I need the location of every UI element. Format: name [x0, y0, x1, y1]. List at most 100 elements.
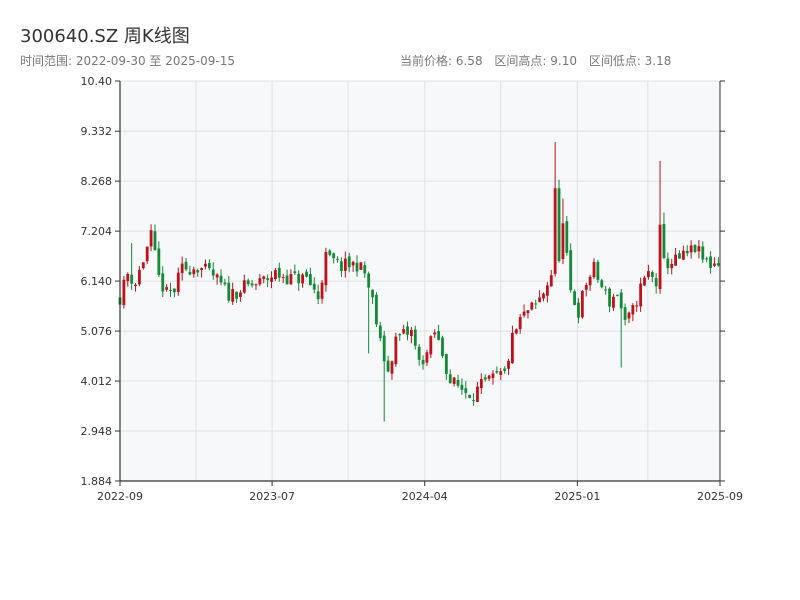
candle-body [464, 388, 468, 393]
candle-body [499, 371, 503, 375]
candle-body [542, 293, 545, 299]
chart-title: 300640.SZ 周K线图 [20, 26, 190, 47]
y-tick-label: 6.140 [81, 275, 113, 288]
range-low: 区间低点: 3.18 [588, 54, 672, 68]
candle-body [456, 379, 460, 386]
candle-body [561, 223, 565, 260]
candle-body [320, 282, 324, 299]
candle-body [274, 270, 277, 279]
candle-body [340, 261, 343, 272]
candle-body [363, 265, 367, 274]
candle-body [421, 360, 425, 365]
candle-body [518, 317, 522, 330]
candle-body [409, 329, 413, 336]
candle-body [511, 332, 514, 364]
candle-body [639, 283, 643, 307]
candle-body [666, 258, 670, 269]
candle-body [713, 263, 716, 266]
candle-body [476, 386, 479, 402]
candle-body [382, 335, 386, 362]
candle-body [701, 246, 705, 260]
y-tick-label: 7.204 [81, 225, 113, 238]
candle-body [375, 294, 378, 325]
candle-body [301, 274, 305, 284]
candle-body [390, 361, 394, 374]
candle-body [670, 263, 674, 269]
candle-body [235, 291, 238, 299]
candle-body [689, 245, 693, 253]
candle-body [122, 279, 126, 306]
candle-body [538, 297, 542, 303]
candle-body [491, 373, 495, 379]
y-tick-label: 8.268 [81, 175, 113, 188]
candle-body [172, 288, 176, 293]
candle-body [192, 269, 196, 275]
candle-body [437, 331, 440, 340]
y-tick-label: 9.332 [81, 125, 113, 138]
candle-body [359, 262, 363, 270]
candle-body [483, 377, 487, 380]
candle-body [157, 248, 161, 276]
candle-body [161, 273, 165, 292]
candle-body [569, 250, 573, 291]
candle-body [312, 283, 316, 290]
candle-body [716, 263, 720, 266]
candle-body [316, 291, 320, 300]
candle-body [153, 231, 157, 251]
axes: 1.884 2.948 4.012 5.076 6.140 7.204 8.268 9.332… [81, 75, 743, 503]
candle-body [460, 384, 464, 390]
candle-body [608, 288, 611, 307]
candle-body [678, 253, 681, 259]
candle-body [631, 305, 635, 315]
candle-body [207, 262, 211, 269]
x-tick-label: 2024-04 [402, 490, 448, 503]
candle-body [138, 269, 141, 285]
candle-body [266, 278, 270, 280]
candle-body [402, 329, 406, 334]
candle-body [246, 280, 250, 285]
candle-body [215, 274, 219, 278]
x-tick-label: 2022-09 [97, 490, 143, 503]
candle-body [281, 277, 285, 279]
candle-body [308, 274, 312, 286]
candle-body [596, 262, 600, 280]
current-price: 当前价格: 6.58 [400, 54, 483, 68]
candle-body [448, 374, 452, 384]
candle-body [479, 378, 483, 389]
candle-body [204, 263, 207, 267]
candle-body [196, 270, 200, 273]
candle-body [697, 246, 701, 252]
candle-body [347, 256, 351, 268]
candle-body [130, 274, 134, 284]
candle-body [355, 262, 359, 272]
candle-body [549, 275, 553, 287]
candle-body [619, 292, 623, 309]
candle-body [169, 289, 172, 291]
candle-body [394, 336, 398, 365]
candle-body [584, 285, 588, 290]
candle-body [211, 269, 215, 276]
candle-body [604, 289, 608, 291]
candle-body [219, 275, 223, 283]
candle-body [413, 329, 417, 346]
candle-body [627, 312, 631, 319]
candle-body [297, 273, 301, 284]
candle-body [441, 337, 444, 357]
candle-body [444, 354, 448, 374]
candle-body [270, 277, 273, 282]
candle-body [472, 400, 475, 402]
candle-body [522, 311, 526, 316]
candle-body [258, 278, 262, 285]
candle-body [612, 296, 615, 308]
candle-body [188, 271, 192, 275]
candle-body [134, 284, 137, 287]
candle-body [623, 307, 627, 320]
candle-body [588, 276, 592, 286]
candle-body [526, 310, 530, 314]
candle-body [145, 246, 149, 262]
candle-body [141, 262, 145, 269]
candle-body [254, 284, 258, 286]
candle-body [231, 289, 235, 302]
